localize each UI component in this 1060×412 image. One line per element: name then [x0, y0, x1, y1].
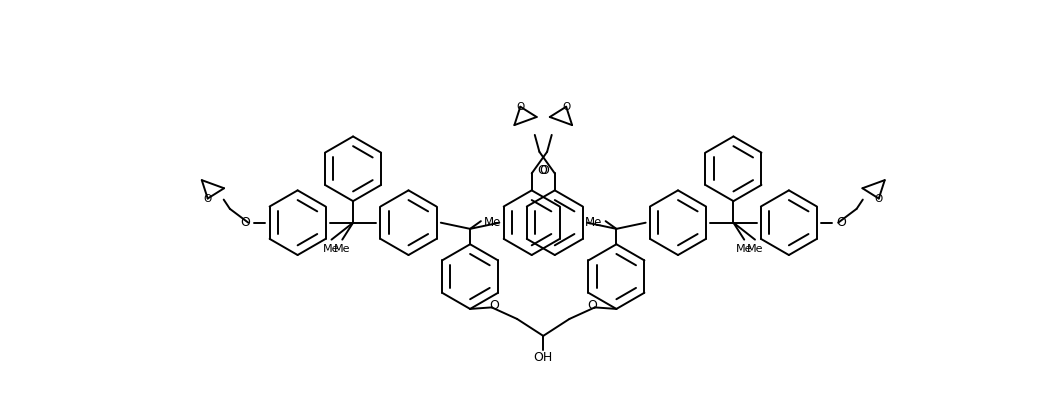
- Text: Me: Me: [585, 216, 602, 229]
- Text: O: O: [537, 164, 547, 177]
- Text: Me: Me: [334, 244, 351, 254]
- Text: O: O: [540, 164, 549, 177]
- Text: O: O: [204, 194, 212, 204]
- Text: Me: Me: [323, 244, 340, 254]
- Text: Me: Me: [736, 244, 753, 254]
- Text: O: O: [489, 300, 499, 312]
- Text: O: O: [874, 194, 883, 204]
- Text: OH: OH: [533, 351, 553, 364]
- Text: O: O: [836, 216, 847, 229]
- Text: O: O: [516, 102, 525, 112]
- Text: O: O: [240, 216, 250, 229]
- Text: O: O: [587, 300, 598, 312]
- Text: O: O: [562, 102, 570, 112]
- Text: Me: Me: [484, 216, 501, 229]
- Text: Me: Me: [746, 244, 763, 254]
